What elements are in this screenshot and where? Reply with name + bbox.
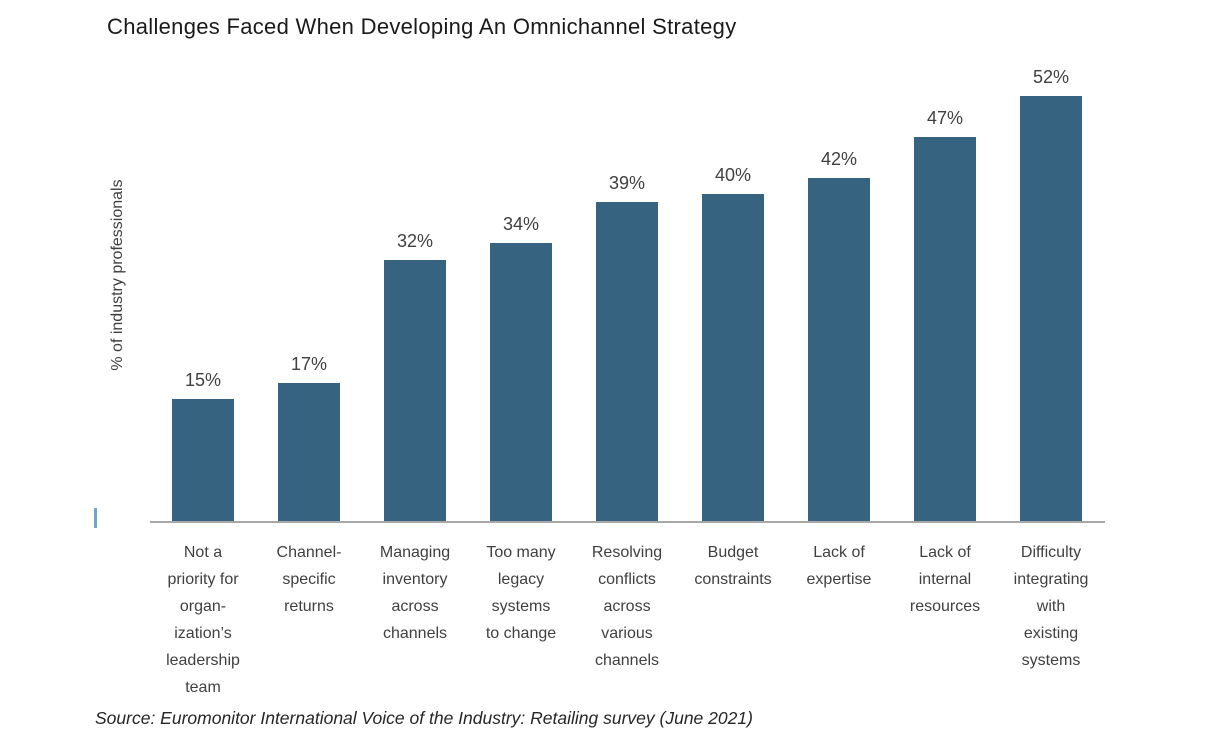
bar-value-label: 15% [184,370,222,390]
bar-group: 47% [892,108,998,522]
chart-title: Challenges Faced When Developing An Omni… [107,14,737,39]
bar-group: 52% [998,67,1104,522]
x-axis-line [150,521,1105,523]
bar-value-label: 34% [502,214,540,234]
category-label: Difficulty integrating with existing systems [1013,544,1089,669]
y-axis-label: % of industry professionals [109,179,126,371]
category-label: Channel-specific returns [276,544,342,615]
category-label: Lack of internal resources [909,544,981,615]
bar-value-label: 32% [396,231,434,251]
category-label: Lack of expertise [806,544,872,588]
category-label: Resolving conflicts across various channels [591,544,663,669]
bar-group: 32% [362,231,468,522]
bar [384,260,446,522]
bar-value-label: 17% [290,354,328,374]
bar-group: 17% [256,354,362,522]
bar-value-label: 47% [926,108,964,128]
bar-value-label: 39% [608,173,646,193]
category-label: Not a priority for organ-ization’s leadersh… [166,544,240,696]
category-labels-row: Not a priority for organ-ization’s leadersh… [150,539,1104,701]
bar [278,383,340,522]
bar [808,178,870,522]
bar-group: 42% [786,149,892,522]
category-label: Budget constraints [694,544,772,588]
bar [596,202,658,522]
bar [702,194,764,522]
bar-value-label: 40% [714,165,752,185]
source-note: Source: Euromonitor International Voice … [95,708,753,728]
category-label: Too many legacy systems to change [485,544,557,642]
bar-value-label: 42% [820,149,858,169]
bar-group: 40% [680,165,786,522]
category-label: Managing inventory across channels [379,544,451,642]
bar-group: 39% [574,173,680,522]
bar [1020,96,1082,522]
bar [914,137,976,522]
bar [172,399,234,522]
bar [490,243,552,522]
bar-group: 15% [150,370,256,522]
bar-value-label: 52% [1032,67,1070,87]
bars-row: 15% 17% 32% 34% 39% 40% 42% 47% 52% [150,62,1104,522]
y-axis-tick-mark [94,508,97,528]
bar-group: 34% [468,214,574,522]
